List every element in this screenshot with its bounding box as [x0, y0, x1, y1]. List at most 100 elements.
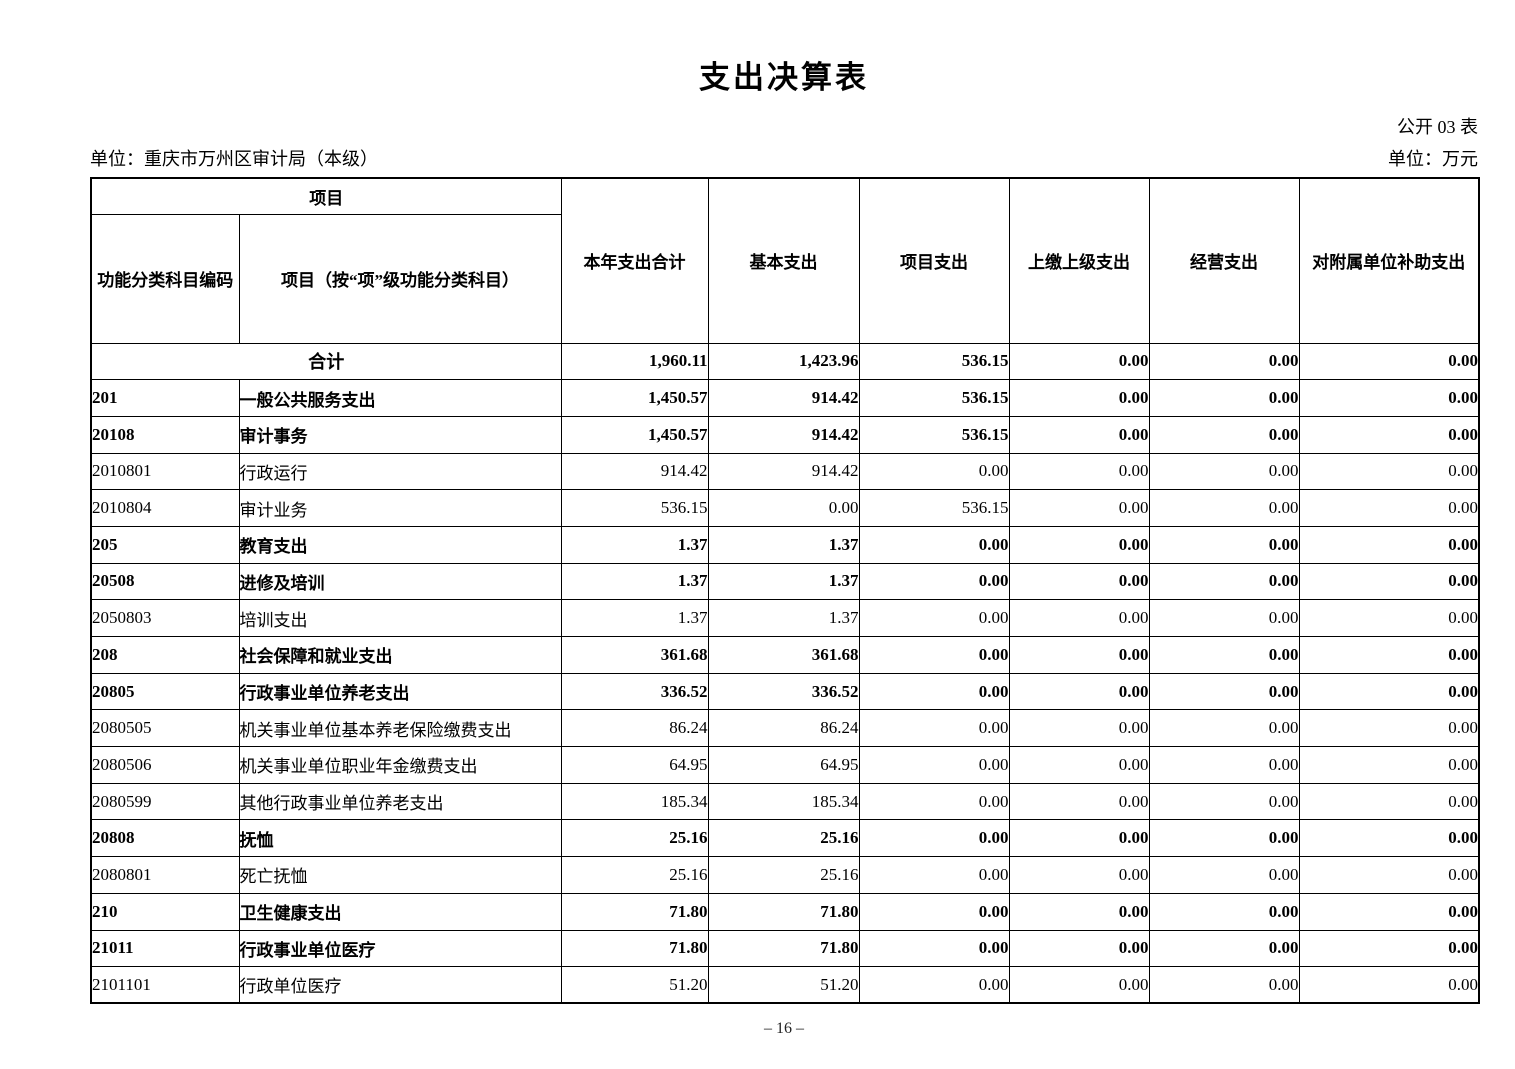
- cell-value: 1.37: [560, 562, 709, 601]
- cell-value: 0.00: [1148, 415, 1300, 454]
- cell-value: 0.00: [1008, 452, 1150, 491]
- row-item-name: 一般公共服务支出: [238, 379, 562, 417]
- cell-value: 0.00: [858, 672, 1010, 711]
- row-function-code: 20808: [90, 819, 240, 858]
- cell-value: 0.00: [1298, 562, 1480, 601]
- cell-value: 0.00: [1008, 892, 1150, 931]
- cell-value: 0.00: [1148, 489, 1300, 527]
- cell-value: 0.00: [1148, 929, 1300, 968]
- cell-value: 0.00: [1298, 636, 1480, 674]
- cell-value: 51.20: [707, 966, 860, 1004]
- cell-value: 0.00: [1148, 379, 1300, 417]
- table-row: 2010801 行政运行 914.42 914.42 0.00 0.00 0.00 0.00: [90, 452, 1480, 491]
- header-row-top: 项目 本年支出合计 基本支出 项目支出 上缴上级支出 经营支出 对附属单位补助支…: [90, 177, 1480, 344]
- cell-value: 64.95: [707, 746, 860, 784]
- cell-value: 71.80: [707, 892, 860, 931]
- cell-value: 0.00: [1008, 672, 1150, 711]
- table-row: 210 卫生健康支出 71.80 71.80 0.00 0.00 0.00 0.00: [90, 892, 1480, 931]
- row-function-code: 21011: [90, 929, 240, 968]
- cell-value: 536.15: [858, 342, 1010, 381]
- cell-value: 0.00: [1148, 452, 1300, 491]
- cell-value: 0.00: [858, 856, 1010, 894]
- table-row: 20805 行政事业单位养老支出 336.52 336.52 0.00 0.00 0.00 0…: [90, 672, 1480, 711]
- row-item-name: 社会保障和就业支出: [238, 636, 562, 674]
- cell-value: 0.00: [1008, 525, 1150, 564]
- cell-value: 185.34: [560, 782, 709, 821]
- cell-value: 25.16: [707, 819, 860, 858]
- cell-value: 0.00: [1008, 929, 1150, 968]
- row-item-name: 机关事业单位职业年金缴费支出: [238, 746, 562, 784]
- table-body: 合计 1,960.11 1,423.96 536.15 0.00 0.00 0.00 201 一…: [90, 342, 1480, 1004]
- cell-value: 0.00: [1148, 672, 1300, 711]
- cell-value: 914.42: [707, 452, 860, 491]
- cell-value: 536.15: [858, 379, 1010, 417]
- cell-value: 0.00: [1148, 746, 1300, 784]
- cell-value: 0.00: [1008, 342, 1150, 381]
- cell-value: 0.00: [1298, 929, 1480, 968]
- cell-value: 0.00: [1008, 489, 1150, 527]
- row-item-name: 卫生健康支出: [238, 892, 562, 931]
- cell-value: 0.00: [1298, 342, 1480, 381]
- cell-value: 0.00: [1298, 489, 1480, 527]
- cell-value: 0.00: [1008, 415, 1150, 454]
- cell-value: 0.00: [1008, 709, 1150, 748]
- row-item-name: 行政单位医疗: [238, 966, 562, 1004]
- table-row: 2080599 其他行政事业单位养老支出 185.34 185.34 0.00 0.00 0…: [90, 782, 1480, 821]
- header-operating-expenditure: 经营支出: [1148, 177, 1300, 344]
- row-item-name: 死亡抚恤: [238, 856, 562, 894]
- cell-value: 536.15: [858, 489, 1010, 527]
- cell-value: 0.00: [1148, 562, 1300, 601]
- table-row: 20808 抚恤 25.16 25.16 0.00 0.00 0.00 0.00: [90, 819, 1480, 858]
- row-function-code: 205: [90, 525, 240, 564]
- header-project-expenditure: 项目支出: [858, 177, 1010, 344]
- cell-value: 914.42: [707, 379, 860, 417]
- cell-value: 0.00: [858, 525, 1010, 564]
- cell-value: 1.37: [560, 525, 709, 564]
- row-function-code: 2080599: [90, 782, 240, 821]
- table-code-label: 公开 03 表: [1397, 117, 1478, 137]
- row-function-code: 2080505: [90, 709, 240, 748]
- row-function-code: 20508: [90, 562, 240, 601]
- row-function-code: 2080801: [90, 856, 240, 894]
- row-item-name: 行政事业单位医疗: [238, 929, 562, 968]
- cell-value: 1.37: [707, 562, 860, 601]
- header-function-code: 功能分类科目编码: [90, 213, 240, 344]
- cell-value: 25.16: [560, 856, 709, 894]
- page-title: 支出决算表: [699, 60, 869, 95]
- cell-value: 0.00: [1148, 599, 1300, 637]
- cell-value: 0.00: [1008, 856, 1150, 894]
- cell-value: 51.20: [560, 966, 709, 1004]
- header-upper-level-expenditure: 上缴上级支出: [1008, 177, 1150, 344]
- cell-value: 86.24: [707, 709, 860, 748]
- cell-value: 1,423.96: [707, 342, 860, 381]
- cell-value: 0.00: [1298, 892, 1480, 931]
- row-item-name: 机关事业单位基本养老保险缴费支出: [238, 709, 562, 748]
- cell-value: 0.00: [1148, 856, 1300, 894]
- row-item-name: 行政运行: [238, 452, 562, 491]
- unit-currency-label: 单位：万元: [1388, 149, 1478, 169]
- cell-value: 0.00: [1148, 782, 1300, 821]
- unit-name-label: 单位：重庆市万州区审计局（本级）: [90, 149, 378, 169]
- table-row: 208 社会保障和就业支出 361.68 361.68 0.00 0.00 0.00 0.00: [90, 636, 1480, 674]
- unit-info-row: 单位：重庆市万州区审计局（本级） 单位：万元: [90, 145, 1478, 171]
- cell-value: 0.00: [1298, 525, 1480, 564]
- cell-value: 0.00: [1298, 672, 1480, 711]
- row-item-name: 抚恤: [238, 819, 562, 858]
- table-row: 21011 行政事业单位医疗 71.80 71.80 0.00 0.00 0.00 0.00: [90, 929, 1480, 968]
- cell-value: 914.42: [560, 452, 709, 491]
- cell-value: 0.00: [1148, 342, 1300, 381]
- row-total-label: 合计: [90, 342, 562, 381]
- cell-value: 0.00: [1298, 782, 1480, 821]
- cell-value: 64.95: [560, 746, 709, 784]
- cell-value: 0.00: [1008, 636, 1150, 674]
- table-row: 205 教育支出 1.37 1.37 0.00 0.00 0.00 0.00: [90, 525, 1480, 564]
- header-item-name: 项目（按“项”级功能分类科目）: [238, 213, 562, 344]
- cell-value: 0.00: [1298, 379, 1480, 417]
- cell-value: 0.00: [1298, 452, 1480, 491]
- cell-value: 0.00: [1008, 966, 1150, 1004]
- cell-value: 0.00: [1008, 746, 1150, 784]
- cell-value: 1.37: [560, 599, 709, 637]
- row-function-code: 2080506: [90, 746, 240, 784]
- row-item-name: 教育支出: [238, 525, 562, 564]
- table-row: 20108 审计事务 1,450.57 914.42 536.15 0.00 0.00 0.0…: [90, 415, 1480, 454]
